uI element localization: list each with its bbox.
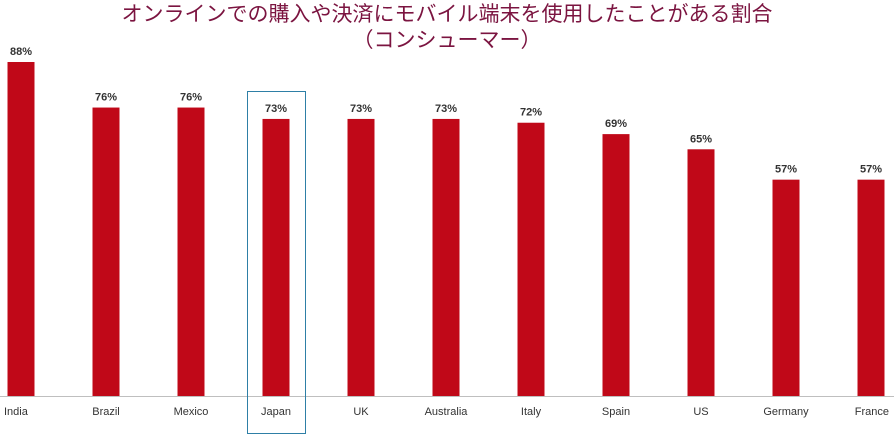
x-tick-label-us: US (693, 406, 708, 418)
bar-india (7, 62, 35, 396)
data-label-germany: 57% (775, 164, 797, 176)
data-label-us: 65% (690, 133, 712, 145)
bar-us (687, 149, 715, 396)
data-label-uk: 73% (350, 103, 372, 115)
x-tick-label-spain: Spain (602, 406, 630, 418)
x-tick-label-germany: Germany (763, 406, 809, 418)
data-label-brazil: 76% (95, 92, 117, 104)
x-tick-label-mexico: Mexico (174, 406, 209, 418)
bar-mexico (177, 107, 205, 396)
x-tick-label-japan: Japan (261, 406, 291, 418)
x-tick-label-italy: Italy (521, 406, 542, 418)
bar-brazil (92, 107, 120, 396)
chart-title: オンラインでの購入や決済にモバイル端末を使用したことがある割合 (121, 2, 773, 26)
bar-spain (602, 134, 630, 396)
chart-subtitle: （コンシューマー） (352, 28, 542, 52)
x-tick-label-uk: UK (353, 406, 369, 418)
data-label-spain: 69% (605, 118, 627, 130)
data-label-india: 88% (10, 46, 32, 58)
x-tick-label-france: France (855, 406, 889, 418)
bar-france (857, 179, 885, 396)
data-label-australia: 73% (435, 103, 457, 115)
x-tick-label-india: India (4, 406, 29, 418)
bar-uk (347, 118, 375, 396)
data-label-japan: 73% (265, 103, 287, 115)
data-label-italy: 72% (520, 107, 542, 119)
data-label-france: 57% (860, 164, 882, 176)
bar-germany (772, 179, 800, 396)
highlight-box-japan (247, 91, 306, 434)
x-tick-label-australia: Australia (425, 406, 469, 418)
bar-japan (262, 118, 290, 396)
x-tick-label-brazil: Brazil (92, 406, 120, 418)
data-label-mexico: 76% (180, 92, 202, 104)
bar-australia (432, 118, 460, 396)
bar-italy (517, 122, 545, 397)
